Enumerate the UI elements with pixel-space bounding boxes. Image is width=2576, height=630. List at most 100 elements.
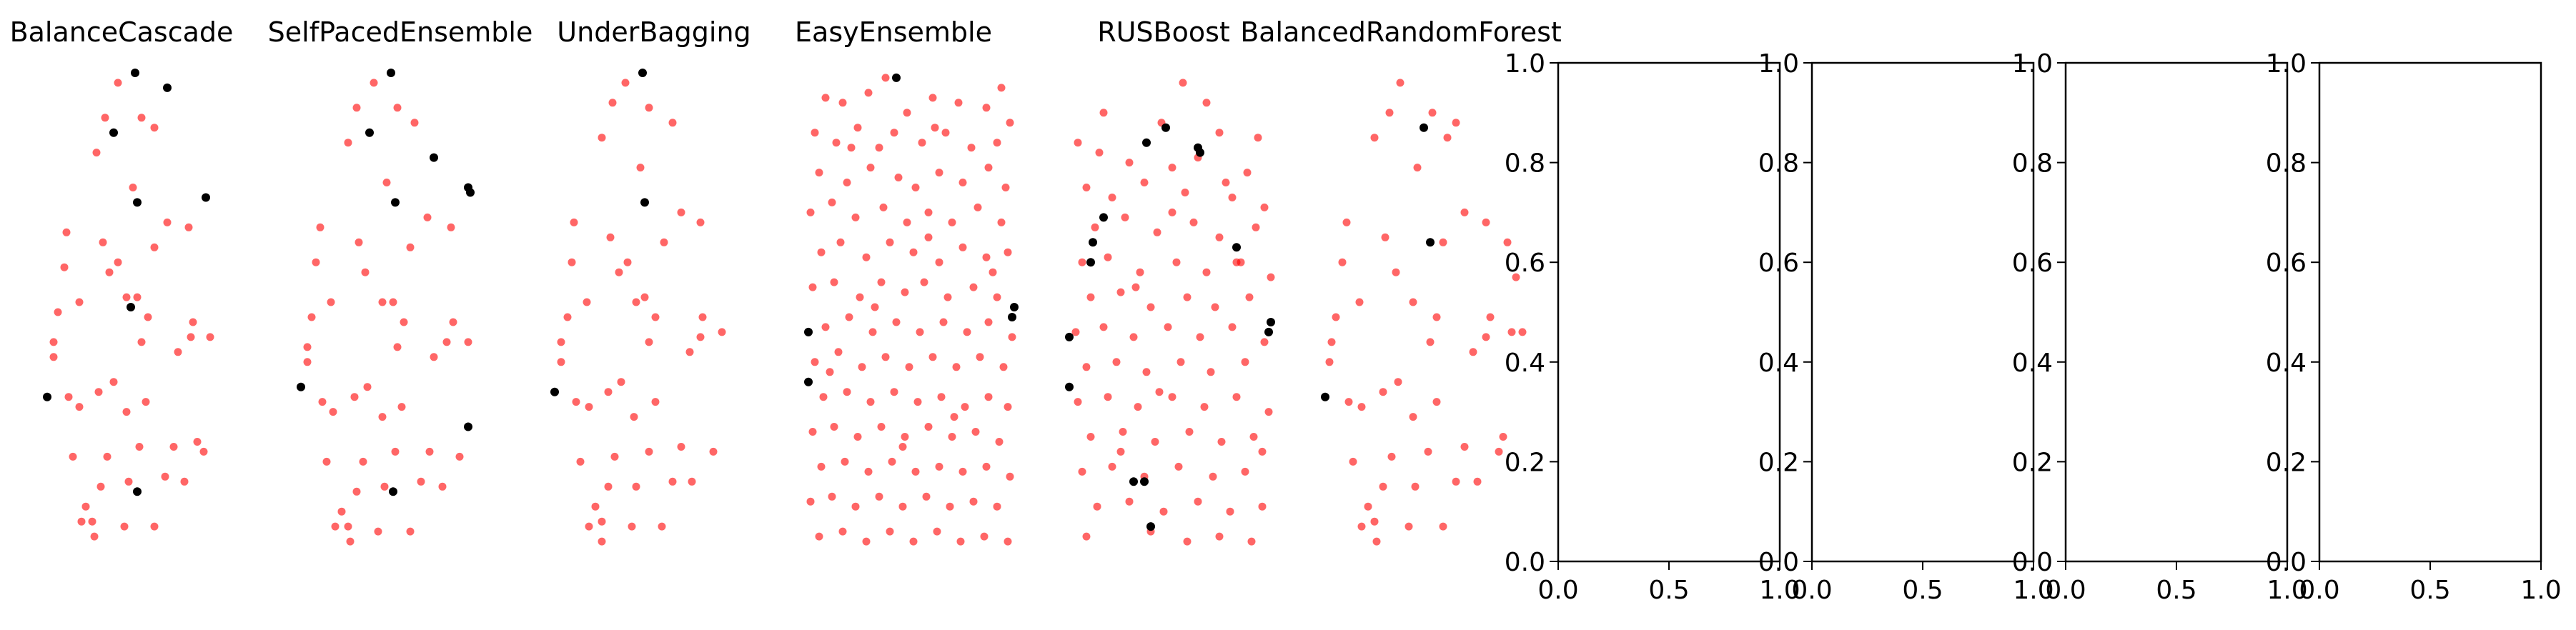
- data-point-red: [1245, 293, 1254, 301]
- data-point-red: [668, 477, 677, 486]
- data-point-red: [1385, 109, 1394, 117]
- y-tick-label: 0.6: [2266, 249, 2307, 278]
- data-point-red: [382, 179, 391, 186]
- data-point-red: [307, 313, 316, 321]
- data-point-red: [1372, 537, 1381, 546]
- data-point-red: [1439, 238, 1447, 246]
- data-point-red: [318, 398, 327, 406]
- data-point-red: [1243, 169, 1252, 177]
- data-point-red: [438, 482, 447, 491]
- x-tick-label: 1.0: [2267, 576, 2307, 605]
- subplot-9: 0.00.20.40.60.81.00.0 0.5 1.0: [2012, 49, 2308, 605]
- data-point-red: [1116, 447, 1125, 456]
- data-point-black: [1089, 238, 1097, 247]
- data-point-black: [1267, 318, 1275, 326]
- data-point-black: [1129, 477, 1138, 486]
- data-point-red: [698, 313, 707, 321]
- data-point-red: [1518, 328, 1527, 336]
- data-point-red: [312, 258, 320, 266]
- data-point-red: [982, 462, 991, 471]
- data-point-red: [1082, 363, 1091, 371]
- data-point-red: [1004, 403, 1012, 411]
- data-point-red: [877, 278, 886, 286]
- data-point-red: [937, 393, 946, 401]
- data-point-red: [958, 243, 967, 251]
- data-point-red: [890, 129, 898, 137]
- data-point-red: [1082, 184, 1091, 191]
- data-point-red: [892, 318, 901, 326]
- data-point-red: [1099, 323, 1108, 331]
- data-point-red: [417, 477, 425, 486]
- data-point-red: [363, 383, 372, 391]
- data-point-red: [1095, 149, 1104, 157]
- data-point-red: [400, 318, 408, 326]
- data-point-red: [327, 298, 335, 306]
- data-point-red: [137, 114, 146, 122]
- x-tick-label: 0.5: [1902, 576, 1943, 605]
- data-point-red: [1426, 338, 1435, 346]
- data-point-red: [862, 253, 871, 261]
- data-point-red: [974, 203, 982, 211]
- data-point-red: [442, 338, 451, 346]
- data-point-red: [806, 208, 815, 216]
- data-point-red: [1155, 388, 1164, 396]
- data-point-red: [1507, 328, 1516, 336]
- data-point-black: [1099, 213, 1108, 222]
- data-point-red: [303, 343, 312, 351]
- data-point-red: [808, 283, 817, 291]
- data-point-red: [1074, 398, 1082, 406]
- data-point-black: [638, 69, 647, 77]
- data-point-red: [124, 477, 133, 486]
- x-tick-label: 1.0: [1759, 576, 1800, 605]
- data-point-red: [924, 233, 933, 241]
- data-point-red: [114, 258, 122, 266]
- data-point-red: [1071, 328, 1080, 336]
- data-point-red: [1409, 298, 1417, 306]
- data-point-red: [1078, 258, 1086, 266]
- data-point-red: [1119, 428, 1127, 436]
- axes-frame: [2318, 61, 2542, 563]
- data-point-red: [1460, 208, 1469, 216]
- data-point-red: [997, 218, 1006, 226]
- data-point-red: [135, 443, 144, 451]
- data-point-black: [127, 303, 135, 311]
- data-point-red: [1164, 323, 1172, 331]
- x-tick-label: 0.5: [1648, 576, 1689, 605]
- data-point-red: [1131, 283, 1140, 291]
- data-point-red: [380, 482, 389, 491]
- data-point-red: [920, 278, 928, 286]
- data-point-red: [1228, 323, 1237, 331]
- data-point-red: [1142, 368, 1151, 376]
- data-point-red: [871, 303, 879, 311]
- data-point-red: [608, 99, 617, 107]
- data-point-black: [1142, 138, 1151, 147]
- data-point-red: [1183, 293, 1192, 301]
- data-point-red: [1172, 258, 1181, 266]
- data-point-red: [881, 353, 890, 361]
- data-point-red: [137, 338, 146, 346]
- data-point-red: [1232, 393, 1241, 401]
- data-point-red: [939, 318, 948, 326]
- data-point-red: [423, 213, 432, 221]
- data-point-red: [888, 457, 896, 466]
- data-point-red: [1086, 433, 1095, 441]
- data-point-red: [69, 452, 77, 461]
- data-point-red: [1486, 313, 1495, 321]
- data-point-red: [1082, 532, 1091, 541]
- data-point-red: [909, 248, 918, 256]
- data-point-red: [206, 333, 214, 341]
- data-point-red: [576, 457, 585, 466]
- data-point-red: [967, 144, 976, 152]
- data-point-red: [950, 413, 958, 421]
- data-point-red: [1258, 502, 1267, 511]
- data-point-red: [447, 223, 455, 231]
- y-tick-label: 0.2: [1505, 448, 1545, 477]
- data-point-red: [696, 333, 705, 341]
- data-point-red: [1134, 403, 1142, 411]
- data-point-red: [1006, 472, 1014, 481]
- data-point-red: [1452, 477, 1460, 486]
- data-point-black: [1065, 332, 1074, 341]
- data-point-black: [1264, 327, 1273, 336]
- data-point-red: [1108, 194, 1116, 201]
- data-point-red: [709, 447, 718, 456]
